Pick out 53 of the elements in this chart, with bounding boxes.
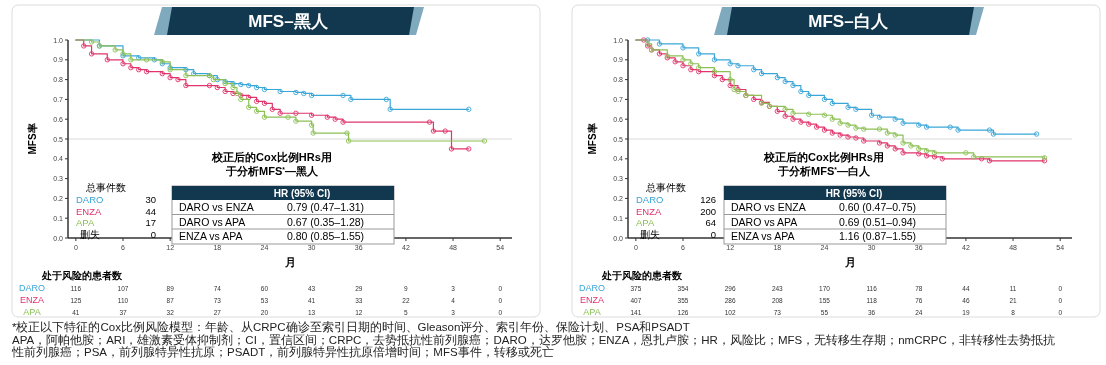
- annotation: 200: [700, 205, 716, 217]
- chart-title: MFS–白人: [808, 12, 889, 31]
- annotation: 校正后的Cox比例HRs用: [211, 151, 332, 163]
- text: DARO: [578, 283, 606, 293]
- annotation: ENZA vs APA: [731, 230, 795, 242]
- text: ENZA: [19, 295, 45, 305]
- annotation: 0.80 (0.85–1.55): [287, 230, 365, 242]
- annotation: 0.69 (0.51–0.94): [839, 215, 917, 228]
- annotation: 44: [145, 205, 156, 217]
- annotation: 17: [145, 217, 156, 228]
- x-axis-title: 月: [283, 256, 296, 268]
- text: DARO: [636, 194, 664, 205]
- text: 处于风险的患者数: [41, 270, 123, 281]
- annotation: 总事件数: [645, 182, 686, 193]
- annotation: 于分析MFS$^{*}$—黑人: [225, 165, 319, 178]
- annotation: HR (95% CI): [273, 188, 331, 199]
- annotation: DARO vs ENZA: [179, 201, 254, 213]
- annotation: 64: [705, 217, 716, 228]
- text: DARO: [76, 194, 104, 205]
- chart-title: MFS–黑人: [248, 12, 329, 31]
- annotation: 30: [145, 194, 156, 205]
- text: APA: [23, 307, 41, 317]
- text: APA: [583, 307, 601, 317]
- text: APA，阿帕他胺；ARI，雄激素受体抑制剂；CI，置信区间；CRPC，去势抵抗性前列腺癌；DARO，达罗他胺；ENZA，恩扎卢胺；HR，风险比；MFS，无转移生存期；nmCRPC，非转移性去势抵抗: [12, 332, 1055, 346]
- text: ENZA: [76, 205, 102, 217]
- text: DARO: [18, 283, 46, 293]
- annotation: ENZA vs APA: [179, 230, 243, 242]
- annotation: 总事件数: [85, 182, 126, 193]
- text: APA: [636, 217, 655, 228]
- y-axis-title: MFS率: [587, 123, 598, 155]
- x-axis-title: 月: [843, 256, 856, 268]
- annotation: 0: [150, 228, 156, 240]
- annotation: 删失: [640, 228, 660, 240]
- text: ENZA: [636, 205, 662, 217]
- annotation: 0: [710, 228, 716, 240]
- annotation: DARO vs APA: [179, 215, 246, 228]
- annotation: 删失: [80, 228, 100, 240]
- text: *校正以下特征的Cox比例风险模型：年龄、从CRPC确诊至索引日期的时间、Gleason评分、索引年份、保险计划、PSA和PSADT: [12, 321, 690, 333]
- text: 性前列腺癌；PSA，前列腺特异性抗原；PSADT，前列腺特异性抗原倍增时间；MFS事件，转移或死亡: [11, 345, 554, 358]
- text: ENZA: [579, 295, 605, 305]
- text: 处于风险的患者数: [601, 270, 683, 281]
- annotation: 0.79 (0.47–1.31): [287, 201, 365, 213]
- annotation: 校正后的Cox比例HRs用: [763, 151, 884, 163]
- annotation: 于分析MFS$^{*}$—白人: [777, 165, 871, 178]
- annotation: 0.67 (0.35–1.28): [287, 215, 365, 228]
- y-axis-title: MFS率: [27, 123, 38, 155]
- annotation: 126: [700, 194, 716, 205]
- annotation: DARO vs ENZA: [731, 201, 806, 213]
- annotation: HR (95% CI): [825, 188, 883, 199]
- annotation: 1.16 (0.87–1.55): [839, 230, 917, 242]
- annotation: 0.60 (0.47–0.75): [839, 201, 917, 213]
- text: APA: [76, 217, 95, 228]
- annotation: DARO vs APA: [731, 215, 798, 228]
